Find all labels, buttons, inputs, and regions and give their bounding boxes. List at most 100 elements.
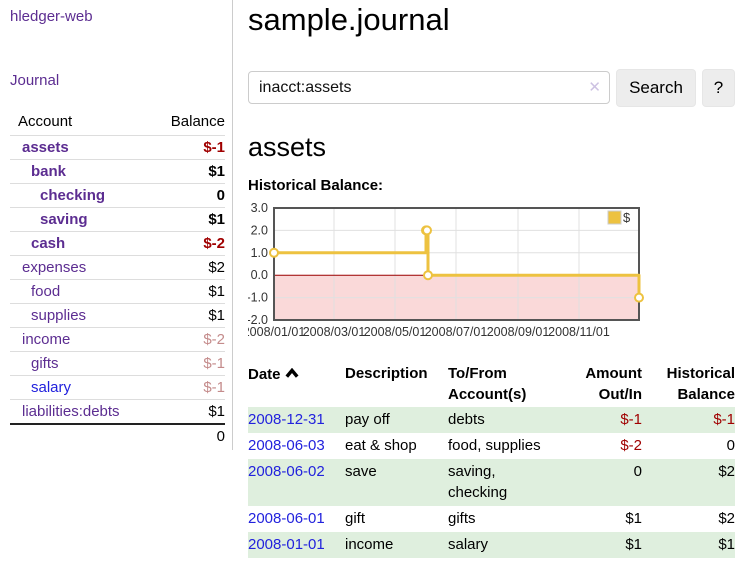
account-link[interactable]: liabilities:debts: [22, 403, 120, 420]
account-row: gifts $-1: [10, 351, 225, 376]
accounts-header-account: Account: [18, 113, 73, 130]
sidebar: hledger-web Journal Account Balance asse…: [0, 0, 233, 450]
account-row: assets $-1: [10, 135, 225, 160]
transaction-amount: $-1: [620, 410, 642, 428]
account-heading: assets: [248, 131, 327, 162]
account-link[interactable]: food: [31, 283, 61, 300]
transaction-description: save: [345, 462, 377, 480]
transaction-description: pay off: [345, 410, 390, 428]
svg-text:2008/07/01: 2008/07/01: [425, 325, 488, 339]
transactions-header-description: Description: [345, 364, 428, 382]
transaction-row: 2008-12-31 pay off debts $-1 $-1: [248, 406, 735, 433]
legend-label: $: [623, 210, 631, 225]
svg-text:1.0: 1.0: [251, 245, 268, 259]
accounts-table: Account Balance assets $-1 bank $1 checking 0…: [10, 113, 225, 448]
transaction-date-cell: 2008-06-01: [248, 506, 345, 532]
account-balance: $1: [153, 279, 225, 304]
account-balance: $1: [153, 399, 225, 424]
transaction-date-link[interactable]: 2008-01-01: [248, 535, 325, 553]
transactions-header-amount: Amount Out/In: [585, 364, 642, 403]
search-input[interactable]: [248, 71, 610, 105]
account-link[interactable]: expenses: [22, 259, 87, 276]
search-bar: ✕ Search ?: [248, 68, 742, 107]
account-link[interactable]: salary: [31, 379, 72, 396]
page: hledger-web Journal Account Balance asse…: [0, 0, 742, 558]
account-balance: $1: [153, 207, 225, 232]
transaction-row: 2008-06-01 gift gifts $1 $2: [248, 506, 735, 532]
account-row: food $1: [10, 279, 225, 304]
legend-swatch: [607, 210, 622, 225]
transaction-amount: $-2: [620, 436, 642, 454]
account-balance: $-2: [153, 231, 225, 256]
transaction-row: 2008-06-03 eat & shop food, supplies $-2 0: [248, 433, 735, 459]
svg-text:2008/09/01: 2008/09/01: [487, 325, 550, 339]
svg-text:2008/11/01: 2008/11/01: [548, 325, 610, 339]
accounts-table-header: Account Balance: [10, 113, 225, 136]
transaction-date-link[interactable]: 2008-06-01: [248, 509, 325, 527]
account-link[interactable]: cash: [31, 235, 66, 252]
sort-ascending-icon: [285, 363, 299, 384]
account-link[interactable]: supplies: [31, 307, 87, 324]
transaction-balance: 0: [726, 436, 735, 454]
search-button[interactable]: Search: [616, 68, 696, 107]
transaction-balance: $1: [718, 535, 735, 553]
account-row: bank $1: [10, 159, 225, 184]
account-link[interactable]: gifts: [31, 355, 59, 372]
account-link[interactable]: income: [22, 331, 71, 348]
account-link[interactable]: bank: [31, 163, 67, 180]
account-balance: 0: [153, 183, 225, 208]
svg-text:-1.0: -1.0: [248, 290, 268, 304]
svg-text:2008/01/01: 2008/01/01: [248, 325, 305, 339]
transaction-description: income: [345, 535, 394, 553]
accounts-header-balance: Balance: [170, 113, 225, 130]
svg-text:3.0: 3.0: [251, 203, 268, 215]
historical-balance-chart: 3.0 2.0 1.0 0.0 -1.0 -2.02008/01/012008/03/01…: [248, 203, 644, 339]
transaction-accounts: saving, checking: [448, 462, 508, 501]
account-link[interactable]: saving: [40, 211, 88, 228]
account-row: saving $1: [10, 207, 225, 232]
accounts-total-value: 0: [153, 423, 225, 448]
transactions-header-balance: Historical Balance: [666, 364, 735, 403]
sidebar-item-journal[interactable]: Journal: [10, 72, 60, 89]
account-row: expenses $2: [10, 255, 225, 280]
clear-search-icon[interactable]: ✕: [588, 79, 601, 97]
transaction-date-link[interactable]: 2008-06-03: [248, 436, 325, 454]
account-link[interactable]: checking: [40, 187, 106, 204]
transaction-accounts: salary: [448, 535, 489, 553]
account-link[interactable]: assets: [22, 139, 69, 156]
account-balance: $1: [153, 303, 225, 328]
transaction-amount: 0: [633, 462, 642, 480]
transaction-accounts: debts: [448, 410, 485, 428]
transaction-date-cell: 2008-06-03: [248, 433, 345, 459]
transaction-accounts: gifts: [448, 509, 476, 527]
account-balance: $-2: [153, 327, 225, 352]
transactions-header-date[interactable]: Date: [248, 361, 345, 407]
account-row: income $-2: [10, 327, 225, 352]
accounts-total-row: 0: [10, 423, 225, 448]
page-title: sample.journal: [248, 2, 450, 37]
help-button[interactable]: ?: [702, 68, 735, 107]
transaction-description: eat & shop: [345, 436, 417, 454]
account-balance: $-1: [153, 135, 225, 160]
transaction-date-link[interactable]: 2008-12-31: [248, 410, 325, 428]
app-brand-link[interactable]: hledger-web: [10, 8, 93, 25]
transaction-amount: $1: [625, 535, 642, 553]
main-content: sample.journal ✕ Search ? assets Histori…: [233, 0, 742, 558]
transaction-date-link[interactable]: 2008-06-02: [248, 462, 325, 480]
transaction-date-cell: 2008-01-01: [248, 532, 345, 558]
transaction-row: 2008-06-02 save saving, checking 0 $2: [248, 458, 735, 506]
account-row: checking 0: [10, 183, 225, 208]
account-row: supplies $1: [10, 303, 225, 328]
transaction-date-cell: 2008-12-31: [248, 407, 345, 433]
transaction-balance: $2: [718, 462, 735, 480]
chart-title: Historical Balance:: [248, 176, 384, 194]
transaction-amount: $1: [625, 509, 642, 527]
account-balance: $1: [153, 159, 225, 184]
transactions-header-accounts: To/From Account(s): [448, 364, 527, 403]
svg-text:2008/05/01: 2008/05/01: [364, 325, 427, 339]
svg-text:-2.0: -2.0: [248, 313, 268, 327]
account-row: cash $-2: [10, 231, 225, 256]
account-balance: $-1: [153, 351, 225, 376]
account-row: liabilities:debts $1: [10, 399, 225, 424]
svg-text:0.0: 0.0: [251, 268, 268, 282]
